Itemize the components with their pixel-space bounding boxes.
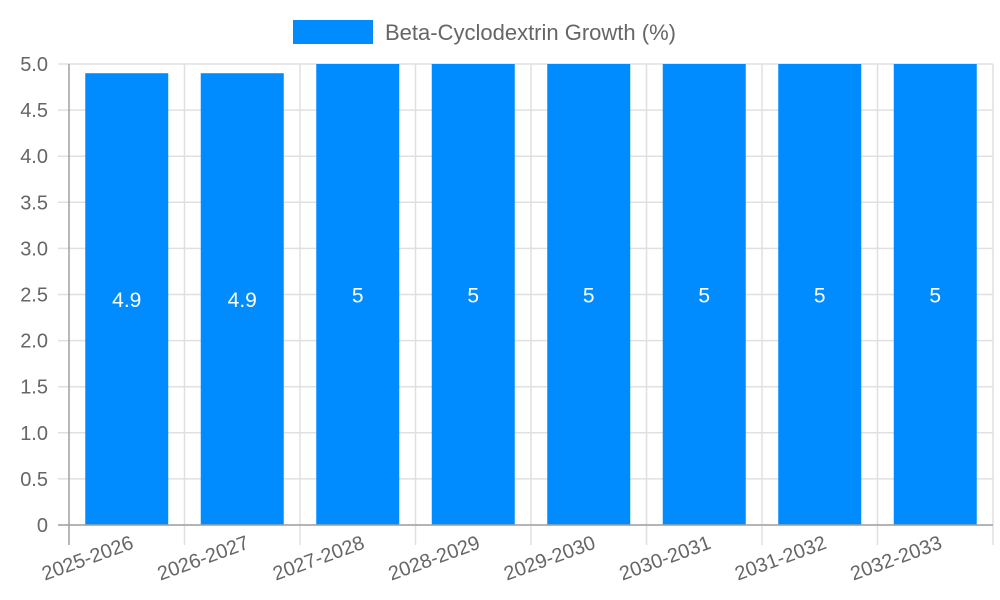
bar[interactable] [431, 64, 515, 525]
legend-swatch [293, 20, 373, 44]
bar-value-label: 5 [929, 285, 941, 308]
bar[interactable] [200, 73, 284, 525]
y-tick-label: 4.0 [20, 146, 48, 168]
y-tick-label: 4.5 [20, 100, 48, 122]
bars: 4.9 4.9 5 5 5 5 5 5 [85, 64, 977, 525]
bar[interactable] [893, 64, 977, 525]
x-tick-label: 2032-2033 [848, 532, 945, 585]
x-tick-label: 2030-2031 [617, 532, 714, 585]
x-tick-label: 2027-2028 [270, 532, 367, 585]
bar-value-label: 5 [467, 285, 479, 308]
y-tick-label: 2.0 [20, 331, 48, 353]
y-tick-label: 0.5 [20, 469, 48, 491]
y-tick-label: 0 [37, 515, 48, 537]
x-tick-label: 2026-2027 [155, 532, 252, 585]
bar-value-label: 5 [352, 285, 364, 308]
bar[interactable] [662, 64, 746, 525]
x-tick-label: 2031-2032 [732, 532, 829, 585]
bar-value-label: 5 [583, 285, 595, 308]
y-tick-label: 3.5 [20, 192, 48, 214]
y-tick-label: 5.0 [20, 54, 48, 76]
y-tick-label: 3.0 [20, 238, 48, 260]
bar-value-label: 5 [814, 285, 826, 308]
y-tick-label: 2.5 [20, 285, 48, 307]
y-tick-label: 1.0 [20, 423, 48, 445]
bar[interactable] [778, 64, 862, 525]
x-tick-label: 2025-2026 [39, 532, 136, 585]
bar[interactable] [547, 64, 631, 525]
x-tick-label: 2028-2029 [386, 532, 483, 585]
bar-value-label: 5 [698, 285, 710, 308]
bar-value-label: 4.9 [112, 289, 141, 312]
y-tick-label: 1.5 [20, 377, 48, 399]
legend-label: Beta-Cyclodextrin Growth (%) [385, 20, 676, 45]
x-tick-label: 2029-2030 [501, 532, 598, 585]
bar[interactable] [85, 73, 169, 525]
bar-value-label: 4.9 [228, 289, 257, 312]
bar[interactable] [316, 64, 400, 525]
legend[interactable]: Beta-Cyclodextrin Growth (%) [293, 20, 676, 45]
